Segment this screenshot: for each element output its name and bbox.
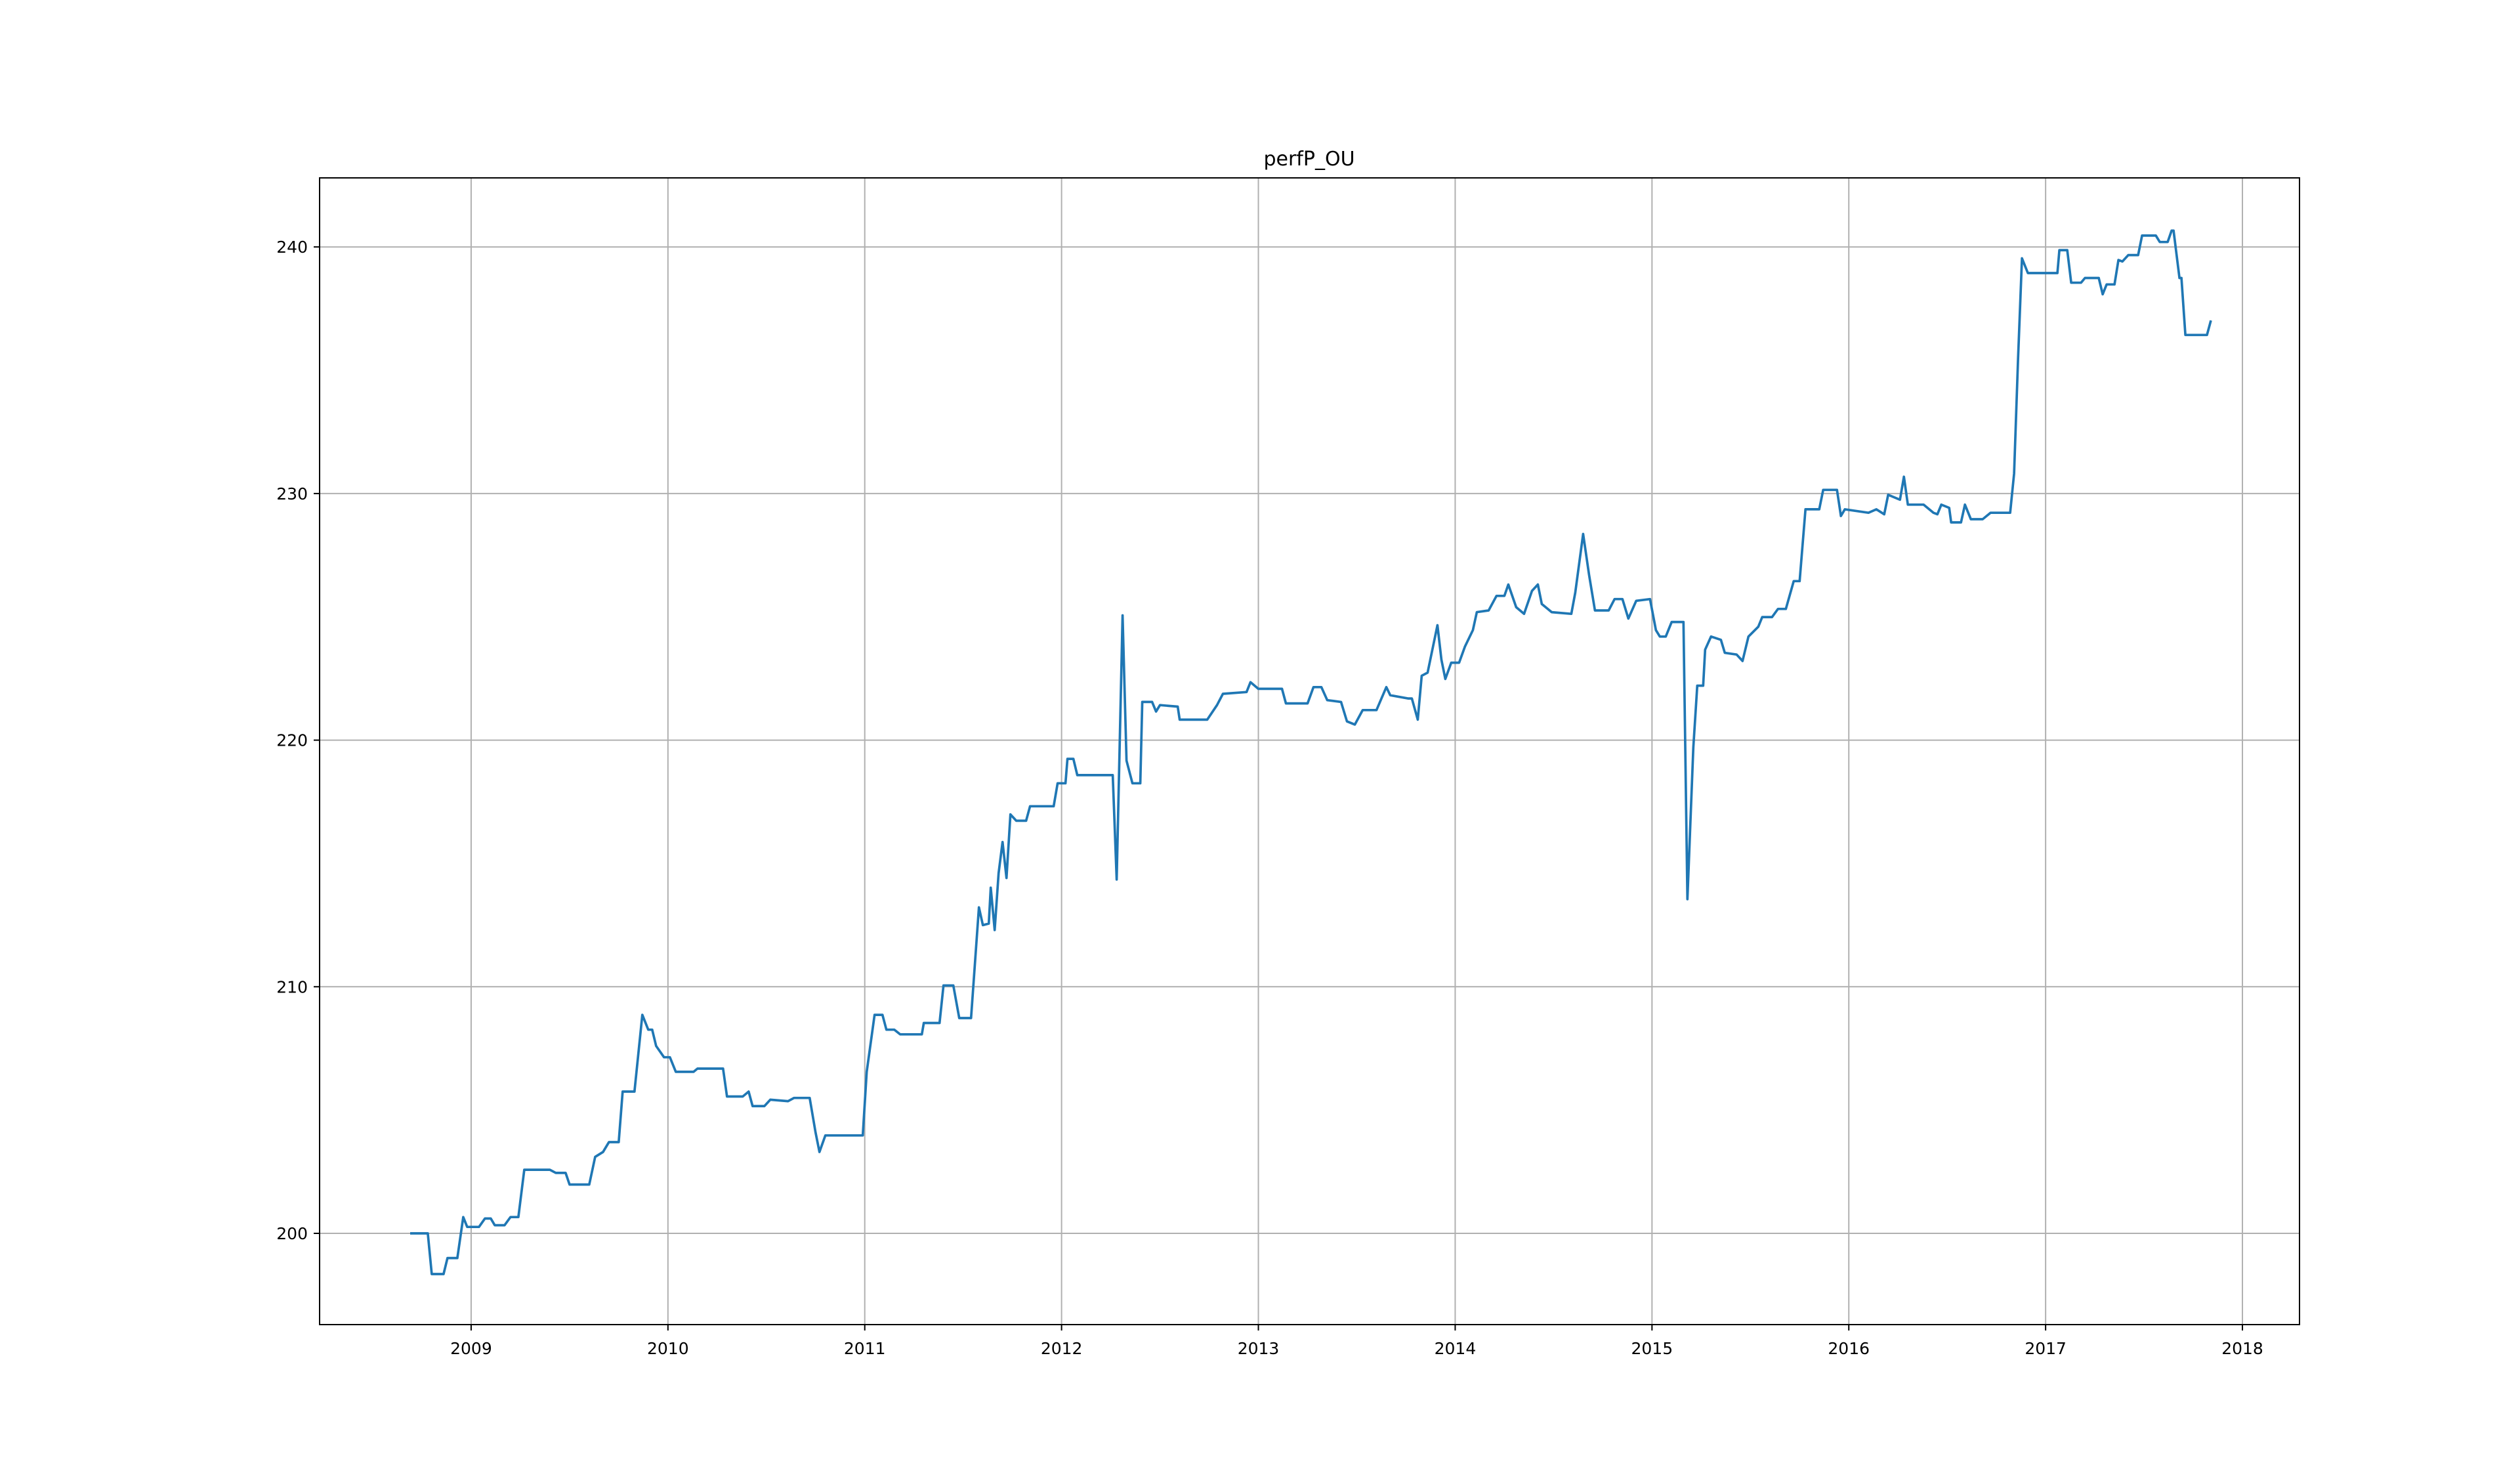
data-line [410,229,2212,1275]
y-tick-label: 220 [276,731,308,750]
x-tick-label: 2010 [647,1339,689,1358]
chart-title: perfP_OU [1263,148,1354,171]
y-tick-label: 210 [276,977,308,996]
x-tick-label: 2015 [1631,1339,1673,1358]
y-tick-label: 240 [276,238,308,257]
x-tick-label: 2009 [450,1339,492,1358]
x-tick-label: 2012 [1041,1339,1083,1358]
x-tick-label: 2011 [844,1339,886,1358]
x-tick-label: 2018 [2221,1339,2263,1358]
x-tick-label: 2013 [1238,1339,1280,1358]
y-tick-label: 230 [276,484,308,503]
plot-frame [319,177,2300,1325]
y-tick-label: 200 [276,1224,308,1243]
x-tick-label: 2016 [1828,1339,1870,1358]
x-tick-label: 2014 [1435,1339,1477,1358]
x-tick-label: 2017 [2025,1339,2067,1358]
